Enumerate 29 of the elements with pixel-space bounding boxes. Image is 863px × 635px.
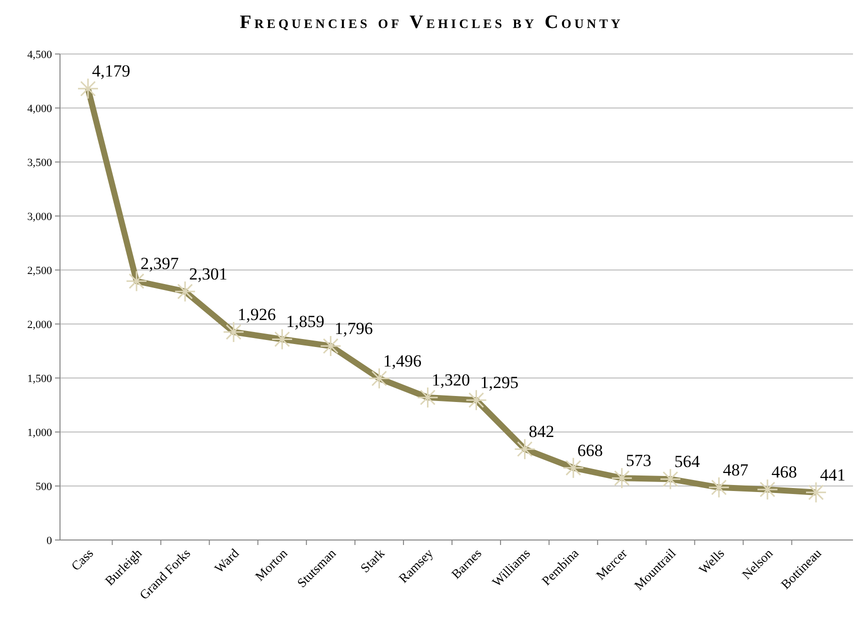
text: 1,796 bbox=[334, 319, 373, 338]
x-tick-label: Wells bbox=[696, 546, 728, 577]
text: 1,295 bbox=[480, 373, 519, 392]
y-tick-label: 500 bbox=[36, 480, 52, 493]
y-tick-label: 2,000 bbox=[27, 318, 52, 331]
text: 487 bbox=[722, 460, 748, 480]
y-tick-label: 3,500 bbox=[27, 156, 52, 169]
y-tick-label: 1,000 bbox=[27, 426, 52, 439]
text: 1,320 bbox=[432, 370, 470, 390]
text: 468 bbox=[771, 462, 797, 482]
y-tick-label: 1,500 bbox=[27, 372, 52, 385]
y-tick-label: 3,000 bbox=[27, 210, 52, 223]
text: 1,496 bbox=[383, 351, 422, 370]
y-tick-label: 0 bbox=[46, 534, 52, 547]
text: 564 bbox=[674, 452, 700, 472]
y-tick-label: 4,500 bbox=[27, 48, 52, 61]
text: 1,926 bbox=[238, 304, 276, 324]
text: 2,301 bbox=[189, 264, 228, 284]
text: 573 bbox=[626, 451, 652, 470]
y-tick-label: 4,000 bbox=[27, 102, 52, 115]
text: 4,179 bbox=[92, 62, 130, 81]
chart-title: Frequencies of Vehicles by County bbox=[240, 12, 624, 33]
y-tick-label: 2,500 bbox=[27, 264, 52, 277]
text: 2,397 bbox=[140, 254, 179, 274]
text: 668 bbox=[577, 440, 603, 460]
text: 1,859 bbox=[286, 312, 324, 332]
text: 842 bbox=[528, 422, 554, 442]
x-tick-label: Cass bbox=[68, 546, 96, 574]
text: 441 bbox=[820, 465, 846, 484]
